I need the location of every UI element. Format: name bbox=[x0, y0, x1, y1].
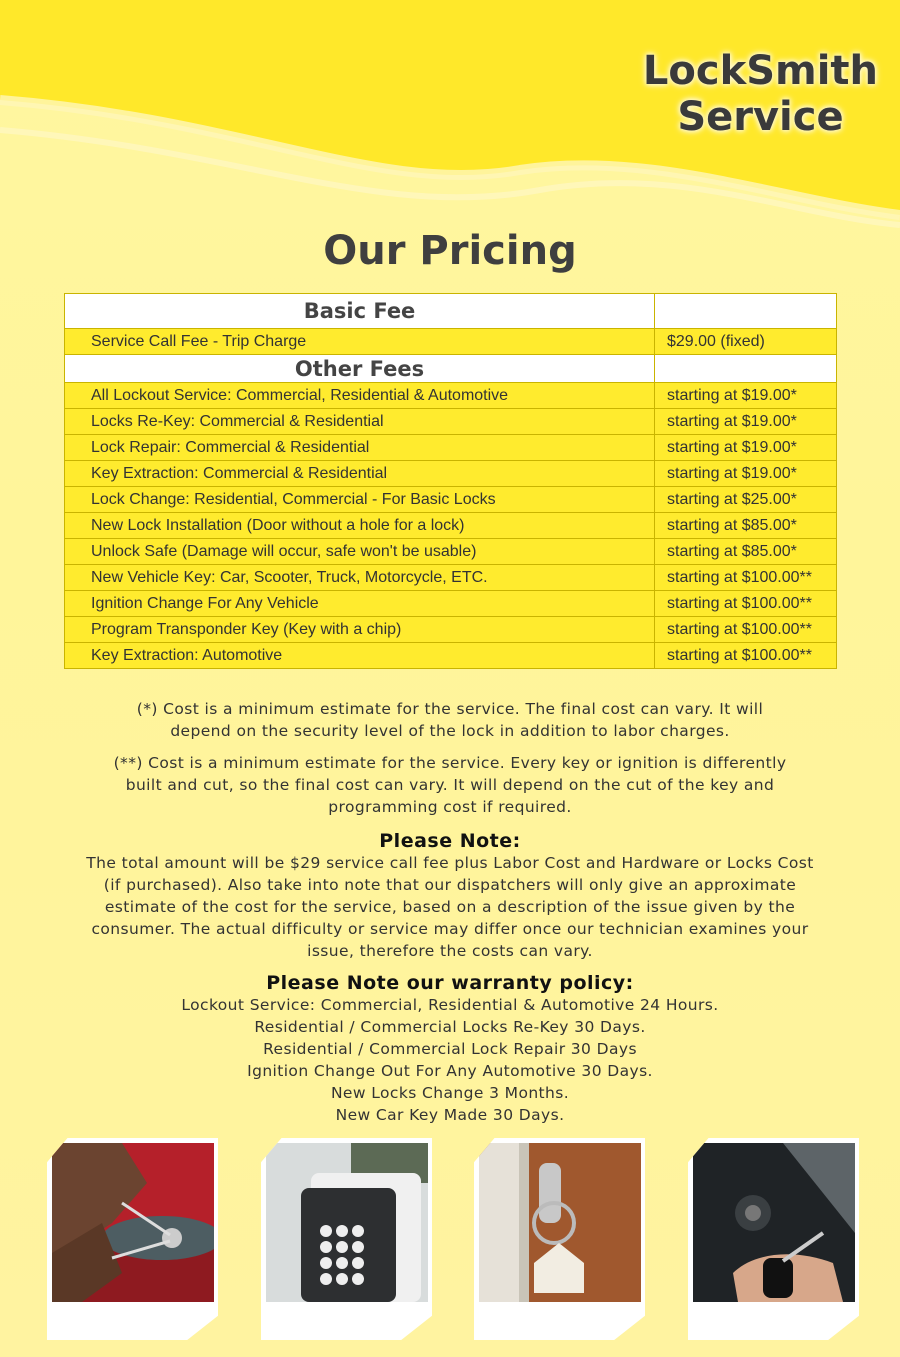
table-row: New Vehicle Key: Car, Scooter, Truck, Mo… bbox=[64, 564, 837, 591]
photo-card-keypad bbox=[261, 1138, 432, 1340]
text-line: depend on the security level of the lock… bbox=[170, 722, 730, 740]
section-header-empty bbox=[654, 354, 837, 383]
service-price: starting at $19.00* bbox=[654, 382, 837, 409]
keypad-lock-photo bbox=[266, 1143, 428, 1302]
service-name: New Vehicle Key: Car, Scooter, Truck, Mo… bbox=[64, 564, 655, 591]
brand-line2: Service bbox=[677, 94, 844, 140]
service-price: starting at $85.00* bbox=[654, 512, 837, 539]
section-header: Other Fees bbox=[64, 354, 655, 383]
please-note: Please Note: The total amount will be $2… bbox=[0, 830, 900, 962]
table-row: Locks Re-Key: Commercial & Residential st… bbox=[64, 408, 837, 435]
service-name: All Lockout Service: Commercial, Residen… bbox=[64, 382, 655, 409]
section-header-empty bbox=[654, 293, 837, 329]
text-line: programming cost if required. bbox=[328, 798, 572, 816]
pricing-table: Basic Fee Service Call Fee - Trip Charge $… bbox=[64, 293, 837, 669]
photo-card-door-key bbox=[474, 1138, 645, 1340]
please-note-heading: Please Note: bbox=[379, 830, 521, 852]
service-price: $29.00 (fixed) bbox=[654, 328, 837, 355]
service-price: starting at $100.00** bbox=[654, 590, 837, 617]
service-price: starting at $25.00* bbox=[654, 486, 837, 513]
text-line: consumer. The actual difficulty or servi… bbox=[91, 920, 809, 938]
service-name: Locks Re-Key: Commercial & Residential bbox=[64, 408, 655, 435]
table-row: Key Extraction: Automotive starting at $1… bbox=[64, 642, 837, 669]
service-name: Program Transponder Key (Key with a chip… bbox=[64, 616, 655, 643]
car-ignition-key-photo bbox=[693, 1143, 855, 1302]
service-price: starting at $100.00** bbox=[654, 642, 837, 669]
table-row: Program Transponder Key (Key with a chip… bbox=[64, 616, 837, 643]
warranty-heading: Please Note our warranty policy: bbox=[266, 972, 634, 994]
text-line: Residential / Commercial Locks Re-Key 30… bbox=[254, 1018, 646, 1036]
table-row: All Lockout Service: Commercial, Residen… bbox=[64, 382, 837, 409]
service-name: Lock Change: Residential, Commercial - F… bbox=[64, 486, 655, 513]
footnote-single: (*) Cost is a minimum estimate for the s… bbox=[0, 698, 900, 742]
text-line: issue, therefore the costs can vary. bbox=[307, 942, 593, 960]
text-line: Ignition Change Out For Any Automotive 3… bbox=[247, 1062, 653, 1080]
text-line: built and cut, so the final cost can var… bbox=[125, 776, 775, 794]
section-header-row: Basic Fee bbox=[64, 293, 837, 329]
warranty-policy: Please Note our warranty policy: Lockout… bbox=[0, 972, 900, 1126]
service-name: Lock Repair: Commercial & Residential bbox=[64, 434, 655, 461]
header-wave-decoration bbox=[0, 0, 900, 228]
lockpick-car-door-photo bbox=[52, 1143, 214, 1302]
service-name: Service Call Fee - Trip Charge bbox=[64, 328, 655, 355]
text-line: Lockout Service: Commercial, Residential… bbox=[181, 996, 719, 1014]
text-line: estimate of the cost for the service, ba… bbox=[104, 898, 796, 916]
text-line: (if purchased). Also take into note that… bbox=[103, 876, 797, 894]
section-header: Basic Fee bbox=[64, 293, 655, 329]
service-price: starting at $85.00* bbox=[654, 538, 837, 565]
table-row: Unlock Safe (Damage will occur, safe won… bbox=[64, 538, 837, 565]
table-row: Ignition Change For Any Vehicle starting … bbox=[64, 590, 837, 617]
table-row: Service Call Fee - Trip Charge $29.00 (fi… bbox=[64, 328, 837, 355]
photo-card-lockpick bbox=[47, 1138, 218, 1340]
table-row: Lock Repair: Commercial & Residential sta… bbox=[64, 434, 837, 461]
service-name: New Lock Installation (Door without a ho… bbox=[64, 512, 655, 539]
service-name: Key Extraction: Commercial & Residential bbox=[64, 460, 655, 487]
footnote-double: (**) Cost is a minimum estimate for the … bbox=[0, 752, 900, 818]
brand-line1: LockSmith bbox=[642, 48, 878, 94]
service-name: Key Extraction: Automotive bbox=[64, 642, 655, 669]
table-row: Key Extraction: Commercial & Residential… bbox=[64, 460, 837, 487]
service-price: starting at $100.00** bbox=[654, 564, 837, 591]
service-price: starting at $100.00** bbox=[654, 616, 837, 643]
text-line: (**) Cost is a minimum estimate for the … bbox=[113, 754, 787, 772]
table-row: New Lock Installation (Door without a ho… bbox=[64, 512, 837, 539]
page-title: Our Pricing bbox=[323, 228, 577, 274]
table-row: Lock Change: Residential, Commercial - F… bbox=[64, 486, 837, 513]
brand-logo: LockSmith Service bbox=[643, 48, 878, 140]
service-price: starting at $19.00* bbox=[654, 460, 837, 487]
text-line: New Locks Change 3 Months. bbox=[330, 1084, 570, 1102]
text-line: (*) Cost is a minimum estimate for the s… bbox=[136, 700, 764, 718]
service-name: Unlock Safe (Damage will occur, safe won… bbox=[64, 538, 655, 565]
photo-card-car-key bbox=[688, 1138, 859, 1340]
text-line: Residential / Commercial Lock Repair 30 … bbox=[263, 1040, 637, 1058]
service-price: starting at $19.00* bbox=[654, 408, 837, 435]
service-name: Ignition Change For Any Vehicle bbox=[64, 590, 655, 617]
section-header-row: Other Fees bbox=[64, 354, 837, 383]
door-key-photo bbox=[479, 1143, 641, 1302]
text-line: New Car Key Made 30 Days. bbox=[335, 1106, 565, 1124]
text-line: The total amount will be $29 service cal… bbox=[86, 854, 814, 872]
service-price: starting at $19.00* bbox=[654, 434, 837, 461]
